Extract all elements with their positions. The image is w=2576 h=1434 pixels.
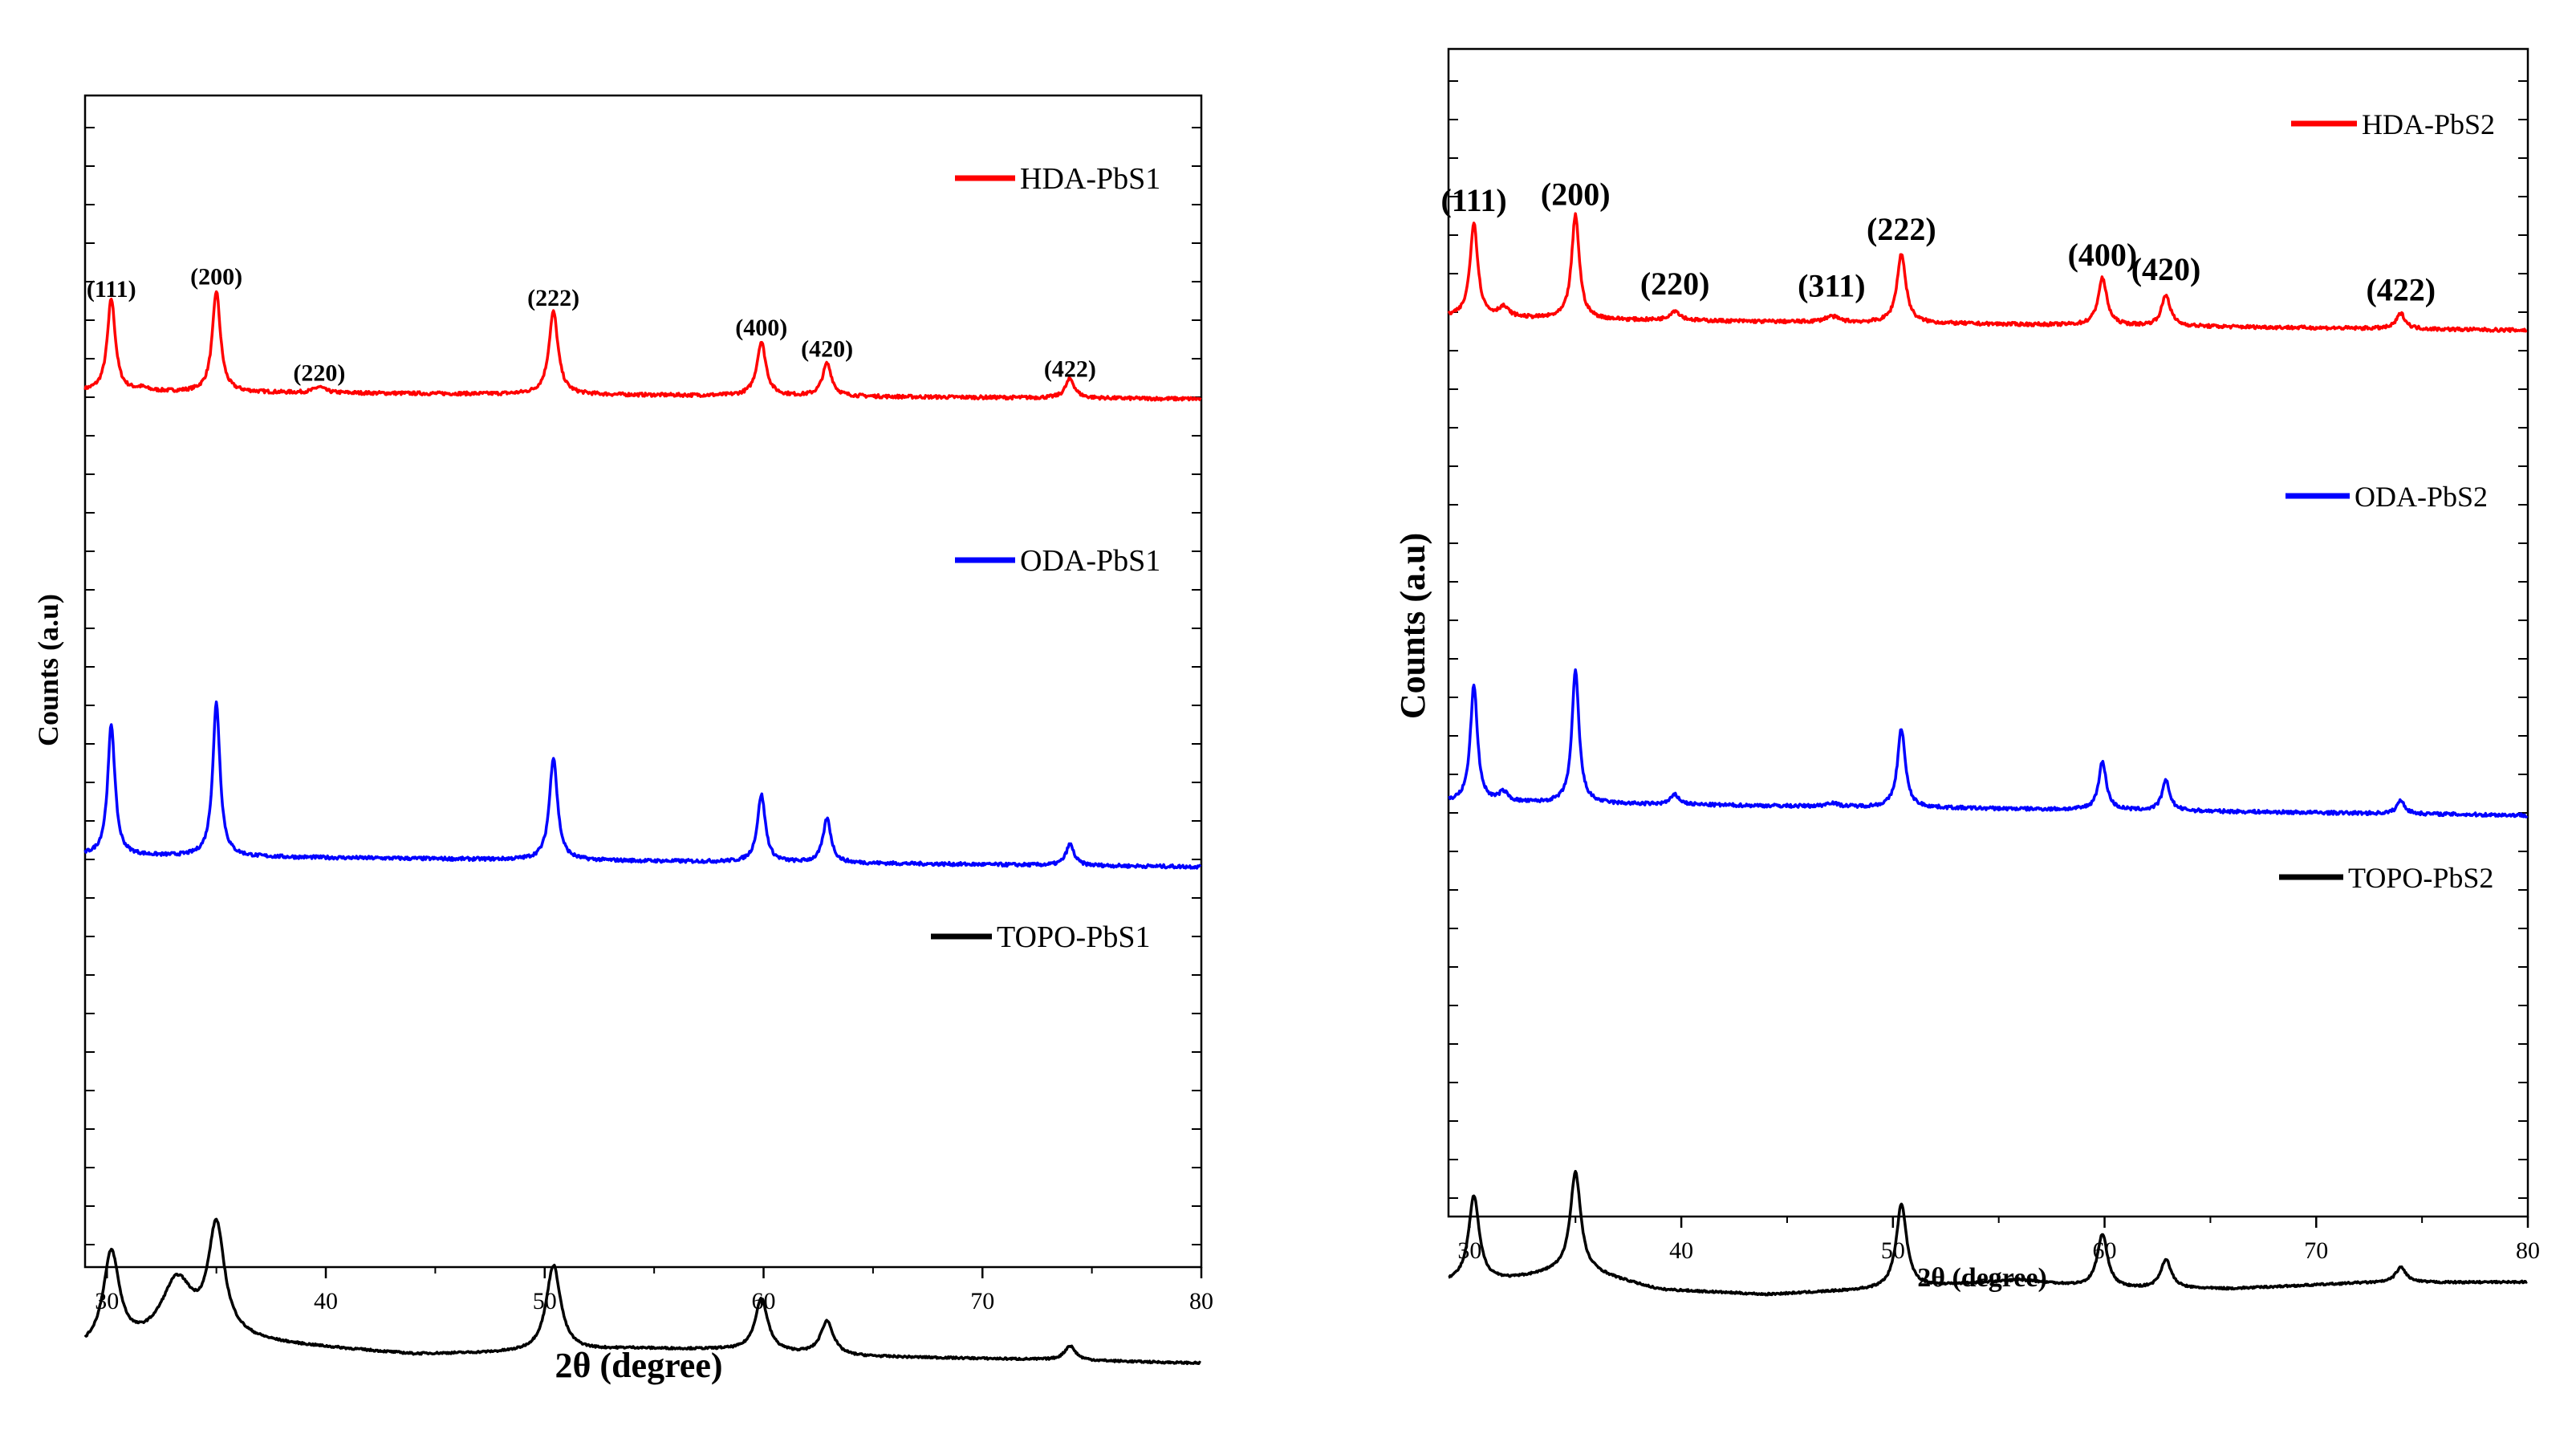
series-line-hda-pbs1 [83, 290, 1202, 402]
x-tick-label: 30 [1457, 1237, 1481, 1264]
x-tick-label: 70 [970, 1288, 994, 1314]
peak-annotation: (400) [2068, 237, 2138, 273]
x-tick-label: 40 [1669, 1237, 1693, 1264]
peak-annotation: (200) [1541, 177, 1611, 213]
legend-label: HDA-PbS1 [1020, 162, 1160, 196]
series-line-topo-pbs2 [1448, 1169, 2528, 1297]
series-line-oda-pbs1 [83, 700, 1202, 870]
peak-annotation: (222) [1867, 211, 1936, 247]
x-axis-label: 2θ (degree) [1917, 1263, 2047, 1293]
peak-annotation: (111) [87, 276, 136, 303]
peak-annotation: (420) [801, 335, 853, 362]
legend-label: HDA-PbS2 [2362, 108, 2495, 140]
x-axis-label: 2θ (degree) [555, 1346, 722, 1385]
series-line-hda-pbs2 [1447, 212, 2528, 333]
peak-annotation: (200) [190, 263, 242, 290]
series-line-oda-pbs2 [1448, 668, 2529, 819]
peak-annotation: (422) [1044, 356, 1096, 383]
peak-annotation: (220) [293, 360, 345, 386]
legend-label: TOPO-PbS2 [2348, 862, 2493, 894]
peak-annotation: (420) [2131, 251, 2201, 287]
y-axis-label: Counts (a.u) [32, 594, 64, 746]
legend-label: TOPO-PbS1 [997, 920, 1150, 954]
plot-frame [83, 94, 1203, 1269]
x-tick-label: 40 [314, 1288, 338, 1314]
x-tick-label: 80 [2516, 1237, 2540, 1264]
plot-frame [1447, 47, 2529, 1218]
peak-annotation: (311) [1798, 268, 1865, 304]
peak-annotation: (222) [527, 285, 579, 311]
legend-label: ODA-PbS2 [2355, 481, 2488, 513]
series-line-topo-pbs1 [83, 1217, 1202, 1366]
legend-label: ODA-PbS1 [1020, 544, 1160, 578]
x-tick-label: 70 [2304, 1237, 2328, 1264]
y-axis-label: Counts (a.u) [1393, 533, 1432, 719]
peak-annotation: (422) [2366, 271, 2436, 307]
peak-annotation: (400) [735, 315, 787, 341]
peak-annotation: (111) [1441, 182, 1507, 218]
x-tick-label: 80 [1189, 1288, 1213, 1314]
peak-annotation: (220) [1640, 266, 1710, 302]
